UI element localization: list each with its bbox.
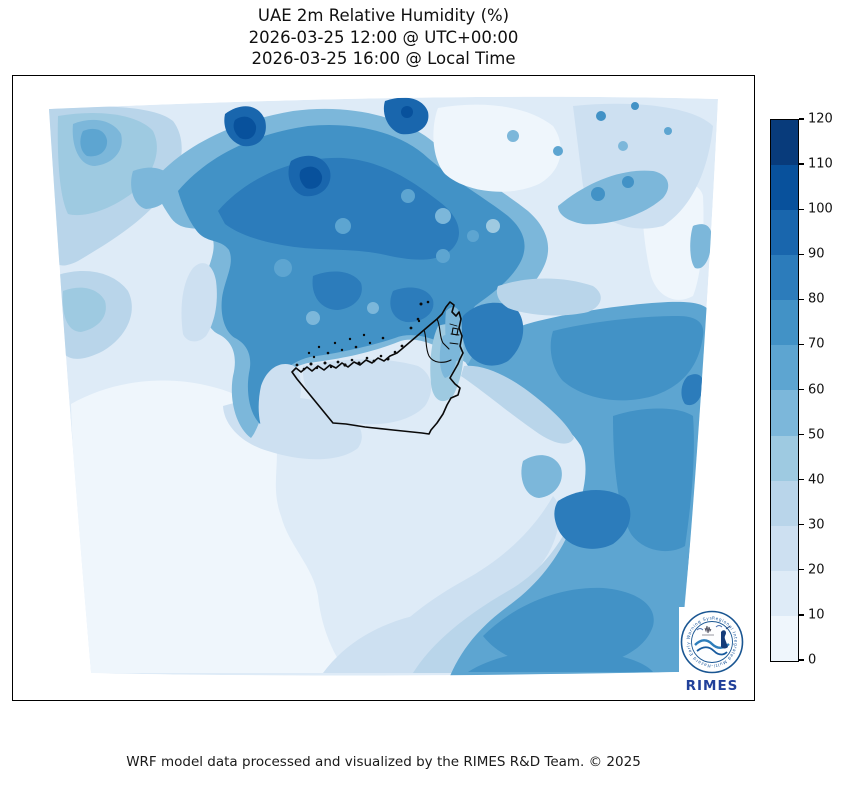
- colorbar-tick-mark: [799, 524, 804, 526]
- rimes-logo-name: RIMES: [686, 678, 739, 694]
- colorbar-band: [771, 525, 798, 571]
- colorbar-tick-mark: [799, 118, 804, 120]
- colorbar-band: [771, 210, 798, 256]
- colorbar-tick-mark: [799, 388, 804, 391]
- title-line-2: 2026-03-25 12:00 @ UTC+00:00: [248, 27, 519, 47]
- colorbar-band: [771, 570, 798, 616]
- colorbar-ticks: 0 10 20 30 40 50 60 70 80 90 100 110 120: [799, 112, 843, 668]
- title-line-3: 2026-03-25 16:00 @ Local Time: [251, 49, 516, 68]
- colorbar-band: [771, 165, 798, 211]
- colorbar-tick-mark: [799, 569, 804, 571]
- rimes-logo-art: [694, 625, 731, 656]
- colorbar-tick-label: 100: [808, 201, 833, 217]
- colorbar-tick-label: 80: [808, 291, 825, 307]
- colorbar-tick-mark: [799, 208, 804, 210]
- colorbar-band: [771, 345, 798, 391]
- colorbar-band: [771, 435, 798, 481]
- colorbar-tick-mark: [799, 343, 804, 346]
- colorbar-tick-label: 30: [808, 517, 825, 533]
- colorbar-band: [771, 480, 798, 526]
- colorbar-band: [771, 615, 798, 661]
- figure-glyph: [721, 630, 728, 649]
- title-line-1: UAE 2m Relative Humidity (%): [257, 6, 510, 25]
- figure-title: UAE 2m Relative Humidity (%) 2026-03-25 …: [0, 5, 767, 70]
- colorbar-band: [771, 300, 798, 346]
- colorbar-tick-mark: [799, 479, 804, 481]
- colorbar-tick-mark: [799, 163, 804, 165]
- desert-dry-core: [71, 380, 348, 673]
- colorbar-tick-label: 70: [808, 336, 825, 352]
- colorbar-tick-mark: [799, 253, 804, 255]
- colorbar-tick-label: 90: [808, 246, 825, 262]
- colorbar-tick-label: 50: [808, 427, 825, 443]
- colorbar-band: [771, 120, 798, 166]
- uae-country-border: [291, 301, 464, 435]
- contour-fill-layers: [49, 96, 718, 676]
- colorbar-tick-label: 60: [808, 382, 825, 397]
- credit-text: WRF model data processed and visualized …: [126, 754, 641, 770]
- colorbar-tick-label: 10: [808, 607, 825, 623]
- colorbar-tick-label: 40: [808, 472, 825, 488]
- humidity-contour-map: Regional Integrated Multi-Hazard Early W…: [13, 76, 753, 699]
- map-axes-frame: Regional Integrated Multi-Hazard Early W…: [12, 75, 755, 701]
- colorbar-tick-label: 120: [808, 111, 833, 127]
- colorbar-tick-mark: [799, 298, 804, 300]
- colorbar-tick-label: 110: [808, 156, 833, 172]
- colorbar-band: [771, 255, 798, 301]
- inland-dry-pocket: [433, 104, 561, 192]
- emirate-internal-borders: [423, 329, 452, 363]
- colorbar-tick-label: 20: [808, 562, 825, 578]
- colorbar-band: [771, 390, 798, 436]
- coastal-islands-dots: [295, 300, 430, 371]
- colorbar-tick-mark: [799, 659, 804, 661]
- colorbar-tick-mark: [799, 433, 804, 436]
- colorbar-tick-mark: [799, 614, 804, 616]
- colorbar-bands: [770, 119, 799, 662]
- qatar-peninsula: [181, 263, 217, 342]
- colorbar-tick-label: 0: [808, 652, 817, 668]
- seismogram-glyph: [704, 625, 712, 634]
- gulf-shallow-bay: [258, 364, 302, 439]
